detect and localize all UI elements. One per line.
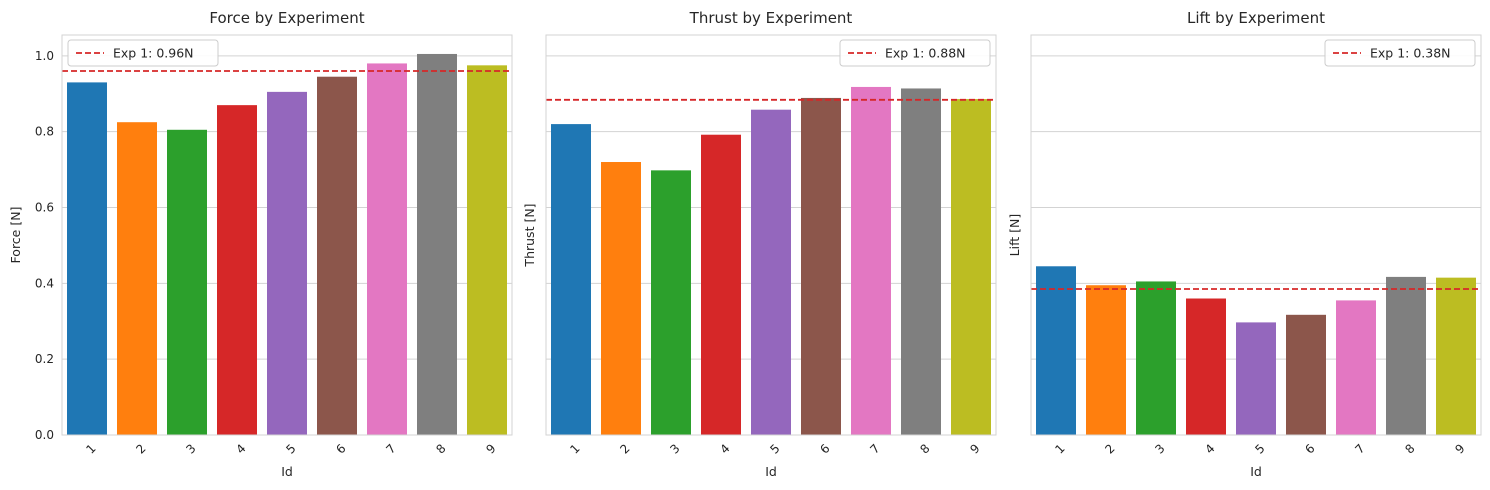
y-axis-label: Thrust [N] <box>522 203 537 267</box>
x-tick-label: 2 <box>133 441 148 456</box>
bar-3 <box>651 170 691 435</box>
bar-8 <box>901 88 941 435</box>
x-tick-label: 2 <box>617 441 632 456</box>
bar-2 <box>117 122 157 435</box>
chart-title: Lift by Experiment <box>1187 9 1325 27</box>
x-tick-label: 1 <box>1052 441 1067 456</box>
y-tick-label: 1.0 <box>35 49 54 63</box>
x-tick-label: 9 <box>967 441 982 456</box>
bar-7 <box>851 86 891 436</box>
x-tick-label: 9 <box>1452 441 1467 456</box>
chart-panel-3: 1 2 3 4 5 6 7 8 9 Lift by Experiment Id Lift [N] Exp… <box>1007 9 1482 479</box>
bar-6 <box>801 97 841 435</box>
x-tick-label: 1 <box>83 441 98 456</box>
bar-1 <box>1036 266 1076 435</box>
x-tick-label: 7 <box>383 441 398 456</box>
x-tick-label: 8 <box>1402 441 1417 456</box>
bar-9 <box>951 99 991 435</box>
chart-panel-1: 0.0 0.2 0.4 0.6 0.8 1.0 1 2 3 4 5 6 7 8 9 Force by Expe… <box>8 9 513 479</box>
x-tick-label: 5 <box>1252 441 1267 456</box>
y-tick-label: 0.6 <box>35 201 54 215</box>
x-tick-label: 7 <box>867 441 882 456</box>
bar-7 <box>367 63 407 435</box>
x-axis-label: Id <box>281 464 293 479</box>
x-tick-label: 6 <box>1302 441 1317 456</box>
chart-title: Force by Experiment <box>209 9 364 27</box>
y-tick-label: 0.8 <box>35 125 54 139</box>
axes-frame <box>1030 34 1482 436</box>
axes-frame <box>61 34 513 436</box>
x-axis-label: Id <box>765 464 777 479</box>
chart-title: Thrust by Experiment <box>689 9 853 27</box>
y-tick-label: 0.2 <box>35 352 54 366</box>
chart-panel-2: 1 2 3 4 5 6 7 8 9 Thrust by Experiment Id Thrust [N… <box>522 9 997 479</box>
legend-box <box>839 39 991 67</box>
x-tick-label: 4 <box>1202 441 1217 456</box>
bar-3 <box>1136 281 1176 435</box>
bar-2 <box>601 162 641 435</box>
bar-9 <box>467 65 507 435</box>
bar-1 <box>67 82 107 435</box>
bar-5 <box>1236 322 1276 435</box>
legend: Exp 1: 0.88N <box>839 39 991 67</box>
x-tick-label: 5 <box>767 441 782 456</box>
bar-3 <box>167 129 207 435</box>
bar-1 <box>551 124 591 436</box>
x-tick-label: 8 <box>917 441 932 456</box>
y-tick-label: 0.4 <box>35 276 54 290</box>
x-tick-label: 4 <box>717 441 732 456</box>
bar-2 <box>1086 285 1126 435</box>
bar-8 <box>1386 276 1426 435</box>
x-tick-label: 1 <box>567 441 582 456</box>
x-tick-label: 8 <box>433 441 448 456</box>
x-tick-label: 3 <box>1152 441 1167 456</box>
y-tick-label: 0.0 <box>35 428 54 442</box>
x-tick-label: 6 <box>333 441 348 456</box>
bar-8 <box>417 53 457 436</box>
legend-label: Exp 1: 0.38N <box>1370 46 1451 61</box>
bar-5 <box>267 91 307 435</box>
bar-6 <box>317 76 357 435</box>
x-tick-label: 5 <box>283 441 298 456</box>
x-tick-label: 4 <box>233 441 248 456</box>
y-axis-label: Force [N] <box>8 207 23 264</box>
bar-6 <box>1286 314 1326 435</box>
x-tick-label: 6 <box>817 441 832 456</box>
legend: Exp 1: 0.38N <box>1324 39 1476 67</box>
x-tick-label: 3 <box>183 441 198 456</box>
x-tick-label: 9 <box>483 441 498 456</box>
x-tick-label: 2 <box>1102 441 1117 456</box>
x-axis-label: Id <box>1250 464 1262 479</box>
y-axis-label: Lift [N] <box>1007 214 1022 257</box>
legend: Exp 1: 0.96N <box>67 39 219 67</box>
legend-box <box>67 39 219 67</box>
legend-label: Exp 1: 0.88N <box>885 46 966 61</box>
axes-frame <box>545 34 997 436</box>
bar-4 <box>701 134 741 435</box>
bar-9 <box>1436 277 1476 435</box>
bar-4 <box>217 105 257 435</box>
legend-label: Exp 1: 0.96N <box>113 46 194 61</box>
bar-5 <box>751 109 791 435</box>
legend-box <box>1324 39 1476 67</box>
x-tick-label: 3 <box>667 441 682 456</box>
bar-4 <box>1186 298 1226 435</box>
x-tick-label: 7 <box>1352 441 1367 456</box>
bar-7 <box>1336 300 1376 435</box>
